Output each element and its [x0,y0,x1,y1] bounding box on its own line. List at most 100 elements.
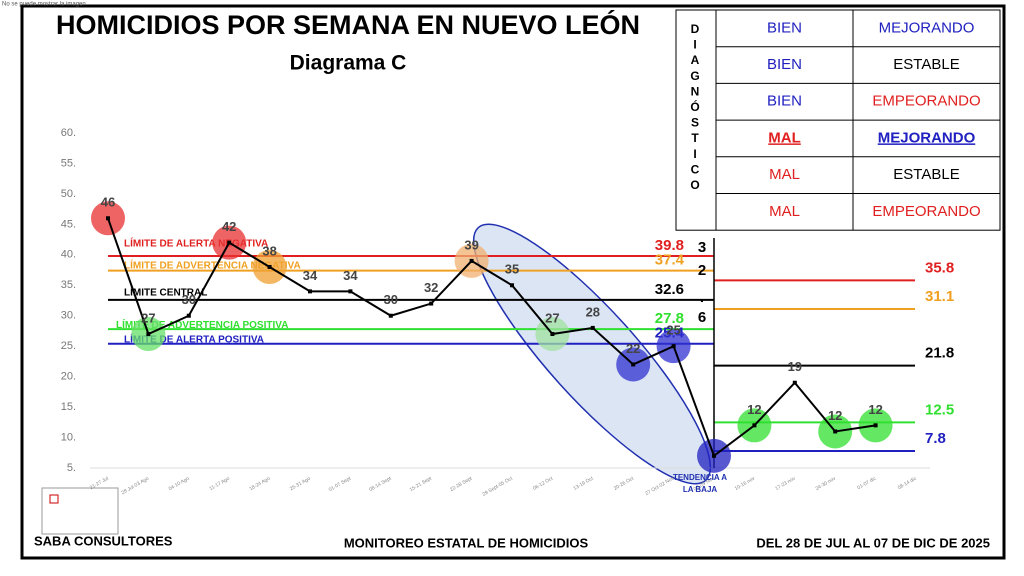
limit-left-value: 32.6 [655,281,684,298]
data-label: 34 [343,268,358,283]
diagnosis-cell: BIEN [767,93,802,110]
y-tick-label: 55. [61,157,76,169]
x-tick-label: 15-21 Sept [409,475,434,493]
data-label: 12 [868,402,882,417]
diagnosis-cell: EMPEORANDO [872,203,980,220]
x-tick-label: 04-10 Ago [168,476,191,493]
chart-subtitle: Diagrama C [290,52,407,75]
data-label: 27 [545,310,559,325]
side-mark: . [700,289,704,306]
footer-center: MONITOREO ESTATAL DE HOMICIDIOS [344,535,589,550]
point [833,429,838,434]
limit-name: LÍMITE CENTRAL [124,286,207,299]
point [267,265,272,269]
diagnosis-cell: BIEN [767,19,802,36]
limit-right-value: 7.8 [925,430,946,447]
data-label: 30 [384,292,398,307]
limit-right-value: 21.8 [925,345,954,362]
data-label: 35 [505,262,519,277]
x-tick-label: 01-07 Sept [328,475,353,493]
x-tick-label: 08-14 dic [897,475,918,491]
diagnosis-cell: MEJORANDO [878,129,976,146]
limit-left-value: 27.8 [655,310,684,327]
x-tick-label: 22-28 Sept [449,475,474,493]
diagnosis-cell: BIEN [767,56,802,73]
x-tick-label: 20-26 Oct [613,475,636,491]
x-tick-label: 10-16 nov [734,475,757,492]
line [107,217,876,458]
x-tick-label: 24-30 nov [815,475,838,492]
point [308,289,312,294]
data-label: 12 [747,402,761,417]
limit-left-value: 37.4 [655,252,685,269]
x-tick-label: 25-31 Ago [289,476,312,493]
annotation: TENDENCIA A LA BAJA [673,473,727,494]
data-label: 27 [141,310,155,325]
point [792,380,797,385]
x-tick-label: 08-14 Sept [368,475,393,493]
image-placeholder [41,487,119,535]
limit-left-value: 39.8 [655,237,684,254]
y-tick-label: 40. [61,249,76,261]
data-label: 38 [262,243,276,258]
y-tick-label: 60. [61,127,76,139]
point [510,283,514,288]
y-tick-label: 25. [61,340,76,352]
y-tick-label: 50. [61,188,76,200]
side-mark: 6 [698,309,706,326]
x-tick-label: 11-17 Ago [208,476,231,493]
limit-name: LÍMITE DE ALERTA NEGATIVA [124,237,268,250]
limit-right-value: 31.1 [925,288,954,305]
footer-left: SABA CONSULTORES [34,533,173,548]
point [146,332,151,336]
point [348,289,353,294]
data-label: 32 [424,280,438,295]
point [106,216,110,221]
data-label: 25 [666,323,680,338]
data-label: 19 [788,359,802,374]
chart-title: HOMICIDIOS POR SEMANA EN NUEVO LEÓN [56,9,640,40]
diagnosis-cell: MEJORANDO [879,19,975,36]
y-tick-label: 5. [67,462,76,474]
x-tick-label: 01-07 dic [856,475,877,491]
x-tick-label: 17-23 nov [774,475,797,492]
point [671,344,676,349]
data-label: 39 [464,237,478,252]
diagnosis-cell: ESTABLE [893,166,959,183]
x-tick-label: 29 Sept-05 Oct [482,475,515,497]
notice: No se puede mostrar la imagen [2,2,86,8]
diagnosis-cell: MAL [768,129,801,146]
trend-ellipse [472,223,712,485]
footer-right: DEL 28 DE JUL AL 07 DE DIC DE 2025 [756,535,990,550]
data-label: 22 [626,341,640,356]
point [873,423,878,428]
data-label: 28 [586,304,600,319]
diagnosis-cell: EMPEORANDO [872,93,980,110]
side-mark: 2 [698,262,706,279]
x-tick-label: 06-12 Oct [532,475,555,491]
y-tick-label: 10. [61,431,76,443]
x-tick-label: 13-19 Oct [572,475,595,491]
point [227,240,232,245]
data-label: 30 [182,292,196,307]
x-tick-label: 27 Oct-02 Nov [644,475,675,497]
point [590,325,595,330]
point [752,423,757,428]
frame [20,4,1006,560]
point [550,332,555,336]
data-label: 46 [101,195,115,210]
broken-icon [49,494,59,504]
data-label: 12 [828,408,842,423]
y-tick-label: 45. [61,218,76,230]
point [429,301,434,306]
side-mark: 3 [698,239,706,256]
y-tick-label: 35. [61,279,76,291]
point [631,362,636,367]
data-label: 42 [222,219,236,234]
diagnosis-cell: ESTABLE [893,56,959,73]
point [469,258,474,263]
limit-right-value: 12.5 [925,401,954,418]
diagnosis-cell: MAL [769,166,800,183]
point [186,313,191,318]
